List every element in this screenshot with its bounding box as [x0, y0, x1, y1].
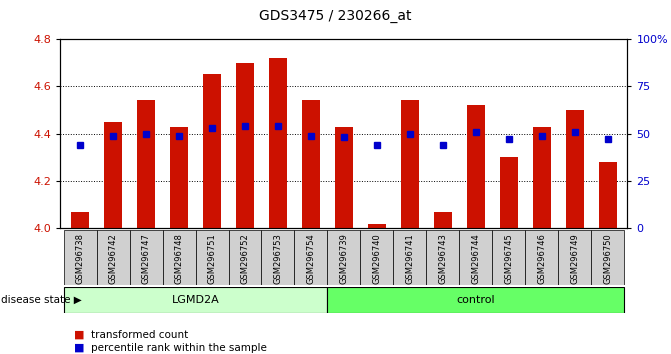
Text: GSM296752: GSM296752: [240, 233, 250, 284]
Bar: [302, 101, 320, 228]
Bar: [97, 230, 130, 285]
Bar: [229, 230, 262, 285]
Bar: [566, 110, 584, 228]
Bar: [493, 230, 525, 285]
Text: LGMD2A: LGMD2A: [172, 295, 219, 305]
Bar: [393, 230, 426, 285]
Text: GSM296754: GSM296754: [307, 233, 315, 284]
Bar: [335, 126, 353, 228]
Text: GSM296749: GSM296749: [570, 233, 579, 284]
Text: GSM296753: GSM296753: [274, 233, 282, 284]
Text: GSM296747: GSM296747: [142, 233, 150, 284]
Bar: [71, 212, 89, 228]
Bar: [236, 63, 254, 228]
Text: GSM296751: GSM296751: [207, 233, 217, 284]
Text: GSM296738: GSM296738: [76, 233, 85, 284]
Text: GSM296750: GSM296750: [603, 233, 612, 284]
Text: GSM296742: GSM296742: [109, 233, 117, 284]
Text: GSM296743: GSM296743: [438, 233, 448, 284]
Bar: [64, 287, 327, 313]
Bar: [360, 230, 393, 285]
Text: GDS3475 / 230266_at: GDS3475 / 230266_at: [259, 9, 412, 23]
Text: GSM296741: GSM296741: [405, 233, 414, 284]
Text: control: control: [456, 295, 495, 305]
Bar: [269, 58, 287, 228]
Text: GSM296746: GSM296746: [537, 233, 546, 284]
Text: GSM296748: GSM296748: [174, 233, 184, 284]
Bar: [525, 230, 558, 285]
Bar: [558, 230, 591, 285]
Bar: [591, 230, 624, 285]
Bar: [295, 230, 327, 285]
Bar: [533, 126, 551, 228]
Bar: [170, 126, 188, 228]
Text: GSM296744: GSM296744: [471, 233, 480, 284]
Bar: [368, 224, 386, 228]
Bar: [426, 230, 459, 285]
Text: ■: ■: [74, 343, 85, 353]
Text: percentile rank within the sample: percentile rank within the sample: [91, 343, 266, 353]
Bar: [433, 212, 452, 228]
Bar: [599, 162, 617, 228]
Text: GSM296745: GSM296745: [504, 233, 513, 284]
Bar: [500, 157, 518, 228]
Text: GSM296740: GSM296740: [372, 233, 381, 284]
Bar: [195, 230, 229, 285]
Bar: [104, 122, 122, 228]
Text: GSM296739: GSM296739: [340, 233, 348, 284]
Text: ■: ■: [74, 330, 85, 339]
Bar: [401, 101, 419, 228]
Bar: [130, 230, 162, 285]
Text: disease state ▶: disease state ▶: [1, 295, 81, 305]
Bar: [327, 230, 360, 285]
Bar: [459, 230, 493, 285]
Bar: [203, 74, 221, 228]
Bar: [137, 101, 155, 228]
Text: transformed count: transformed count: [91, 330, 188, 339]
Bar: [467, 105, 485, 228]
Bar: [64, 230, 97, 285]
Bar: [327, 287, 624, 313]
Bar: [162, 230, 195, 285]
Bar: [262, 230, 295, 285]
